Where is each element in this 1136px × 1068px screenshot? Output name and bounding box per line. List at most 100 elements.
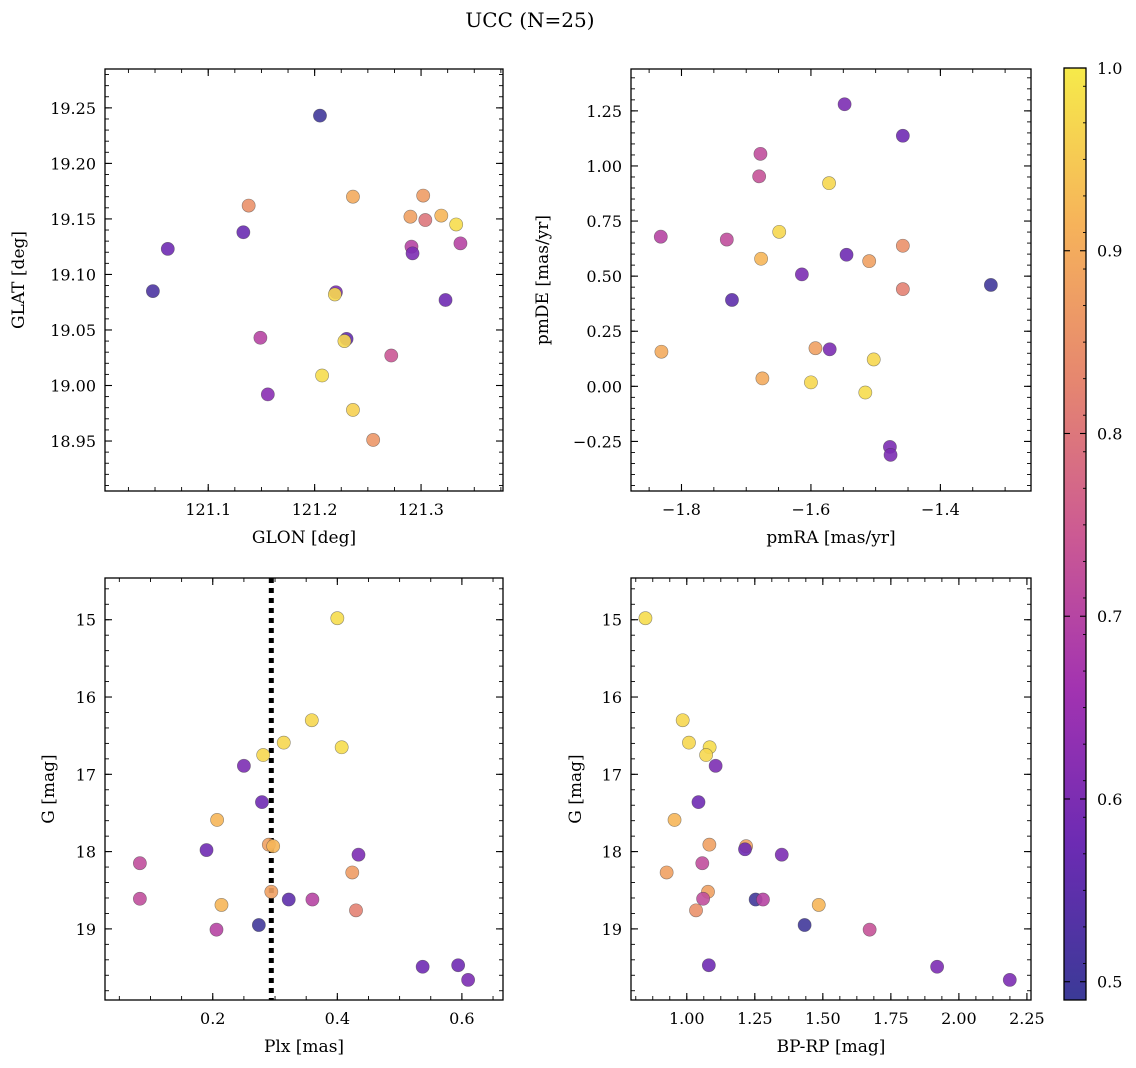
data-point	[822, 342, 837, 357]
data-point	[415, 959, 430, 974]
data-point	[315, 368, 329, 383]
x-tick-label: −1.8	[662, 500, 701, 519]
y-axis-label: pmDE [mas/yr]	[533, 215, 553, 345]
x-tick-label: 0.6	[449, 1009, 474, 1028]
y-axis-label: GLAT [deg]	[9, 231, 29, 329]
plot-area	[132, 578, 476, 1000]
data-point	[346, 403, 360, 417]
data-point	[725, 293, 739, 307]
data-point	[689, 903, 703, 918]
data-point	[702, 837, 717, 852]
y-tick-label: 0.00	[586, 377, 622, 396]
data-point	[334, 740, 349, 755]
y-tick-label: 19.20	[50, 154, 96, 173]
data-point	[699, 748, 714, 762]
axes-frame	[104, 577, 504, 1001]
data-point	[214, 898, 229, 912]
x-tick-label: −1.4	[921, 500, 960, 519]
data-point	[752, 169, 767, 184]
x-tick-label: 2.00	[941, 1009, 977, 1028]
data-point	[753, 146, 768, 161]
data-point	[682, 735, 696, 750]
panel-plx-g: 0.2 0.4 0.6 15 16 17 18 19 Plx [mas] G [mag]	[39, 577, 504, 1057]
x-axis-label: BP-RP [mag]	[777, 1037, 886, 1057]
y-tick-label: 0.75	[586, 212, 622, 231]
plot-area	[145, 108, 468, 447]
data-point	[384, 348, 399, 363]
data-point	[1002, 973, 1017, 987]
data-point	[236, 225, 251, 240]
data-point	[236, 758, 251, 773]
data-point	[654, 344, 669, 359]
y-tick-label: 19.00	[50, 377, 96, 396]
data-point	[774, 847, 789, 862]
y-tick-label: 18	[76, 843, 96, 862]
y-tick-label: 17	[602, 765, 622, 784]
data-point	[160, 242, 175, 256]
y-tick-label: 1.25	[586, 102, 622, 121]
x-axis-label: Plx [mas]	[264, 1037, 344, 1057]
data-point	[241, 198, 256, 213]
data-point	[738, 842, 752, 857]
panel-bprp-g: 1.00 1.25 1.50 1.75 2.00 2.25 15 16 17 18 19 BP-RP …	[566, 577, 1045, 1057]
x-tick-label: 2.25	[1009, 1009, 1045, 1028]
data-point	[451, 958, 466, 973]
data-point	[330, 611, 345, 626]
axes-frame	[630, 68, 1032, 492]
data-point	[304, 713, 319, 728]
data-point	[811, 898, 826, 912]
data-point	[895, 128, 910, 143]
y-tick-label: 19	[602, 920, 622, 939]
colorbar-tick-label: 0.9	[1097, 242, 1122, 261]
data-point	[822, 176, 836, 191]
data-point	[858, 385, 873, 400]
plot-area	[638, 611, 1017, 987]
data-point	[756, 892, 770, 907]
data-point	[405, 246, 420, 261]
colorbar-tick-label: 0.7	[1097, 607, 1122, 626]
data-point	[797, 918, 812, 932]
panel-glon-glat: 121.1 121.2 121.3 18.95 19.00 19.05 19.10 19.15…	[9, 68, 504, 548]
data-point	[839, 247, 854, 262]
data-point	[708, 758, 723, 773]
plot-area	[653, 97, 998, 462]
data-point	[327, 287, 342, 302]
y-tick-label: 18.95	[50, 432, 96, 451]
data-point	[837, 97, 852, 112]
data-point	[255, 795, 269, 810]
colorbar-tick-label: 0.6	[1097, 790, 1122, 809]
data-point	[638, 611, 653, 626]
data-point	[416, 188, 431, 203]
y-tick-label: 19	[76, 920, 96, 939]
x-tick-label: 1.25	[737, 1009, 773, 1028]
y-tick-label: 0.25	[586, 322, 622, 341]
data-point	[754, 251, 768, 266]
data-point	[862, 254, 877, 269]
y-tick-label: −0.25	[573, 432, 622, 451]
data-point	[346, 189, 360, 204]
data-point	[209, 922, 224, 937]
data-point	[883, 447, 898, 462]
y-tick-label: 17	[76, 765, 96, 784]
data-point	[895, 282, 910, 297]
data-point	[276, 735, 291, 750]
x-tick-label: 1.50	[805, 1009, 841, 1028]
data-point	[403, 209, 418, 224]
y-tick-label: 19.10	[50, 265, 96, 284]
y-tick-label: 18	[602, 843, 622, 862]
data-point	[434, 208, 449, 223]
data-point	[461, 973, 476, 987]
data-point	[653, 229, 668, 244]
data-point	[675, 713, 690, 728]
y-axis-label: G [mag]	[39, 754, 59, 823]
data-point	[132, 856, 147, 871]
data-point	[659, 865, 674, 880]
y-tick-label: 19.25	[50, 99, 96, 118]
colorbar-tick-label: 0.5	[1097, 973, 1122, 992]
data-point	[281, 892, 296, 907]
y-tick-label: 1.00	[586, 157, 622, 176]
x-tick-label: 1.00	[669, 1009, 705, 1028]
y-tick-label: 16	[602, 688, 622, 707]
x-tick-label: 1.75	[873, 1009, 909, 1028]
